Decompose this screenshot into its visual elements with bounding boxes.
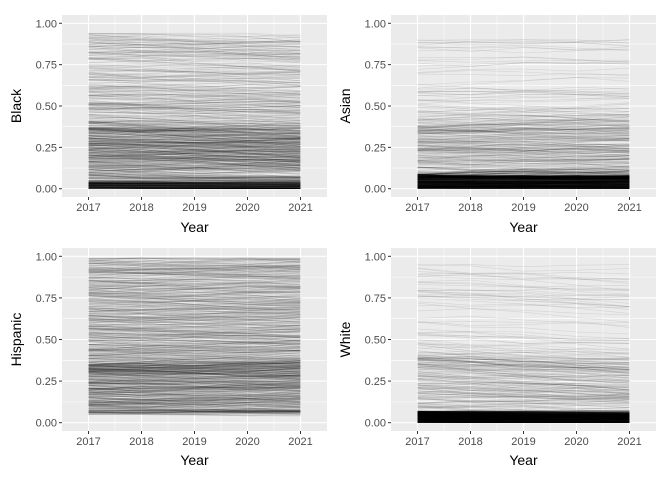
x-tick-label: 2021 (288, 202, 312, 214)
y-tick-label: 0.75 (365, 293, 386, 305)
y-axis-label: Asian (337, 88, 353, 123)
x-axis-label: Year (509, 452, 538, 468)
y-tick-label: 1.00 (365, 18, 386, 30)
x-tick-label: 2017 (76, 202, 100, 214)
x-tick-label: 2017 (405, 202, 429, 214)
y-tick-label: 0.50 (36, 335, 57, 347)
y-tick-label: 0.75 (36, 293, 57, 305)
y-tick-label: 0.00 (36, 418, 57, 430)
y-axis-label: White (337, 321, 353, 357)
y-tick-label: 0.00 (365, 184, 386, 196)
y-tick-label: 1.00 (365, 251, 386, 263)
y-tick-label: 0.25 (365, 376, 386, 388)
x-tick-label: 2018 (129, 436, 153, 448)
y-tick-label: 0.50 (365, 101, 386, 113)
x-tick-label: 2020 (235, 436, 259, 448)
y-axis-label: Hispanic (8, 313, 24, 367)
y-tick-label: 0.25 (365, 142, 386, 154)
x-tick-label: 2020 (564, 436, 588, 448)
x-axis-label: Year (509, 219, 538, 235)
y-tick-label: 0.25 (36, 376, 57, 388)
x-tick-label: 2020 (235, 202, 259, 214)
y-tick-label: 0.75 (36, 60, 57, 72)
x-tick-label: 2018 (129, 202, 153, 214)
y-axis-label: Black (8, 88, 24, 123)
y-tick-label: 0.25 (36, 142, 57, 154)
x-tick-label: 2018 (458, 436, 482, 448)
x-tick-label: 2019 (511, 436, 535, 448)
y-tick-label: 1.00 (36, 18, 57, 30)
series-lines (89, 258, 301, 416)
y-tick-label: 0.50 (36, 101, 57, 113)
y-tick-label: 0.50 (365, 335, 386, 347)
x-tick-label: 2019 (511, 202, 535, 214)
series-lines (89, 33, 301, 189)
y-tick-label: 0.00 (36, 184, 57, 196)
panel-bottom-right: 2017 2018 2019 2020 2021 0.00 0.25 0.50 0.75 1.00… (337, 248, 656, 468)
x-tick-label: 2019 (182, 202, 206, 214)
x-axis-label: Year (180, 219, 209, 235)
x-tick-label: 2017 (76, 436, 100, 448)
x-tick-label: 2019 (182, 436, 206, 448)
y-tick-label: 0.75 (365, 60, 386, 72)
panel-top-left: 2017 2018 2019 2020 2021 0.00 0.25 0.50 0.75 1.00… (8, 15, 327, 235)
x-tick-label: 2018 (458, 202, 482, 214)
x-tick-label: 2021 (288, 436, 312, 448)
x-axis-label: Year (180, 452, 209, 468)
x-tick-label: 2017 (405, 436, 429, 448)
y-tick-label: 1.00 (36, 251, 57, 263)
y-tick-label: 0.00 (365, 418, 386, 430)
panel-top-right: 2017 2018 2019 2020 2021 0.00 0.25 0.50 0.75 1.00… (337, 15, 656, 235)
x-tick-label: 2020 (564, 202, 588, 214)
x-tick-label: 2021 (617, 436, 641, 448)
panel-bottom-left: 2017 2018 2019 2020 2021 0.00 0.25 0.50 0.75 1.00… (8, 248, 327, 468)
x-tick-label: 2021 (617, 202, 641, 214)
